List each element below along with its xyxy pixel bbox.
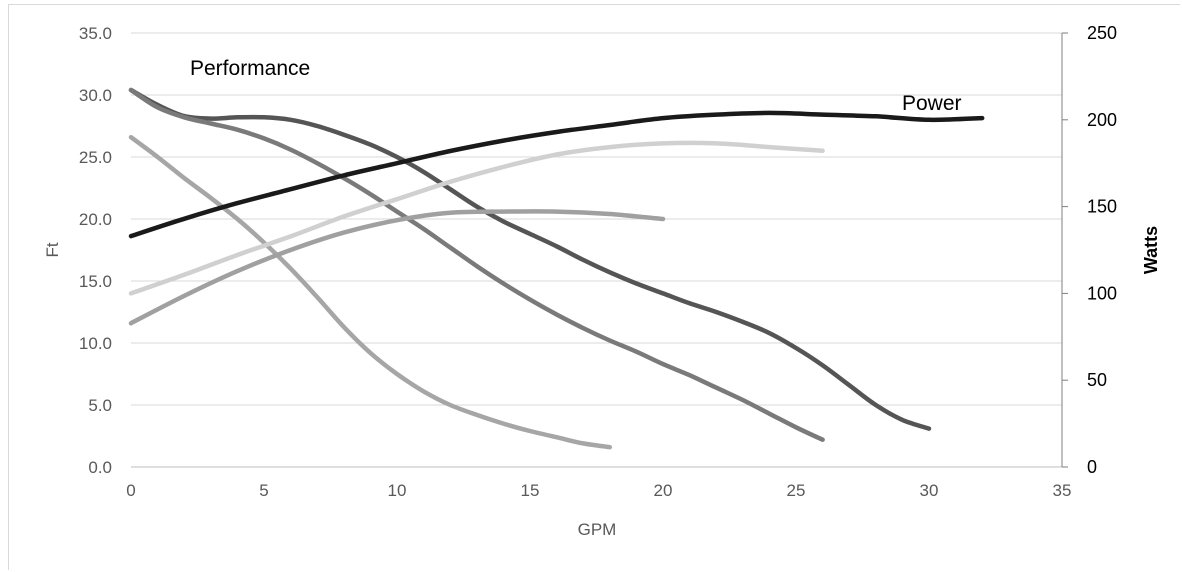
- y2-tick-label: 50: [1087, 370, 1107, 390]
- gridlines: [131, 32, 1062, 406]
- x-tick-label: 10: [388, 481, 407, 500]
- x-tick-label: 25: [787, 481, 806, 500]
- performance-curve-line-3: [128, 134, 613, 450]
- performance-curve-line-2: [128, 87, 825, 442]
- power-curve-line: [128, 110, 985, 239]
- x-tick-label: 20: [654, 481, 673, 500]
- performance-curve-line-4: [128, 209, 666, 326]
- y2-tick-label: 100: [1087, 283, 1117, 303]
- y2-axis-title: Watts: [1141, 226, 1161, 274]
- tick-labels: 0.0 5.0 10.0 15.0 20.0 25.0 30.0 35.0 0 5 10 15 20 25…: [79, 23, 1117, 500]
- series-lines: [128, 87, 985, 450]
- y-tick-label: 15.0: [79, 272, 112, 291]
- y-tick-label: 35.0: [79, 24, 112, 43]
- performance-curve-line-1: [128, 87, 932, 431]
- y-tick-label: 30.0: [79, 86, 112, 105]
- y2-tick-label: 150: [1087, 197, 1117, 217]
- annotation-power: Power: [902, 92, 962, 115]
- y-tick-label: 5.0: [88, 396, 112, 415]
- y2-tick-label: 250: [1087, 23, 1117, 43]
- y2-tick-label: 200: [1087, 110, 1117, 130]
- performance-curve-line-5: [128, 140, 825, 296]
- y-tick-label: 10.0: [79, 334, 112, 353]
- x-tick-label: 35: [1053, 481, 1072, 500]
- y2-tick-label: 0: [1087, 457, 1097, 477]
- y-tick-label: 20.0: [79, 210, 112, 229]
- y-axis-title: Ft: [43, 242, 62, 257]
- x-tick-label: 5: [259, 481, 268, 500]
- x-tick-label: 15: [521, 481, 540, 500]
- x-axis-title: GPM: [578, 520, 617, 539]
- x-tick-label: 30: [920, 481, 939, 500]
- chart-frame: [8, 4, 1180, 570]
- x-tick-label: 0: [126, 481, 135, 500]
- y-tick-label: 25.0: [79, 148, 112, 167]
- y-tick-label: 0.0: [88, 458, 112, 477]
- annotation-performance: Performance: [190, 57, 310, 80]
- axes: [131, 32, 1068, 468]
